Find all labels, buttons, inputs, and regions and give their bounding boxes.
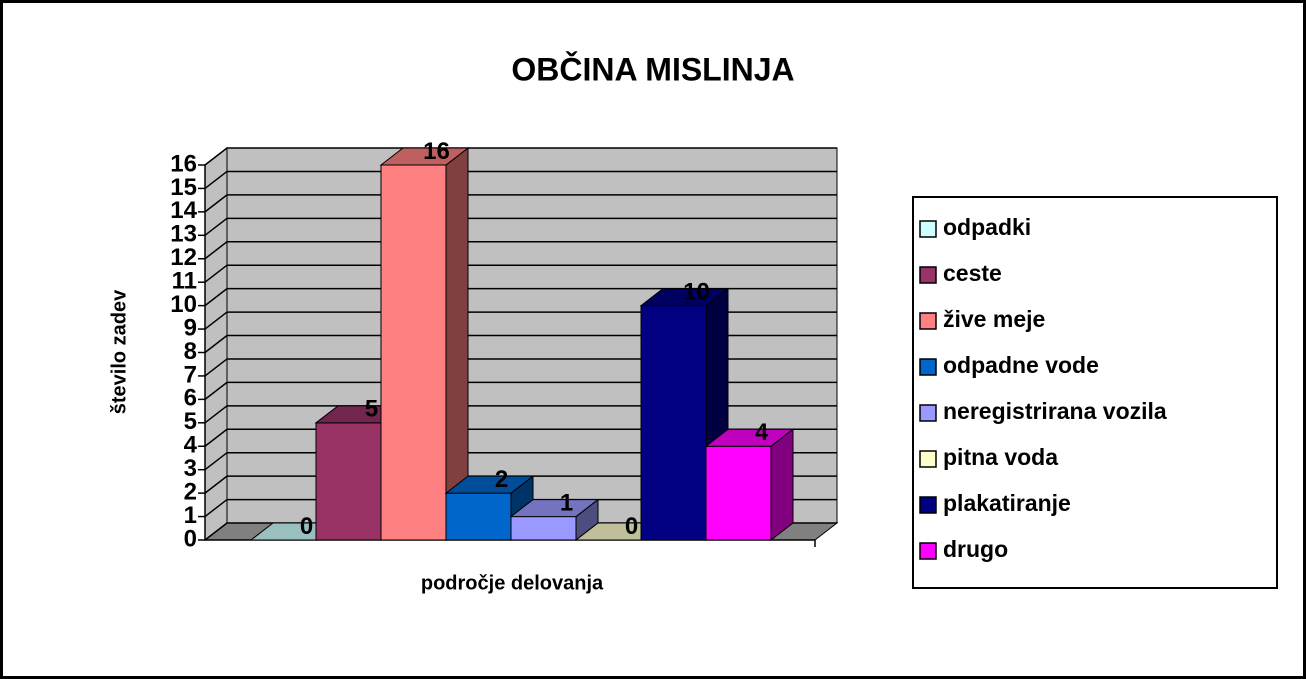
grid-line [204,287,837,307]
bar-top [509,499,600,518]
grid-line [204,217,837,236]
bar-front [315,422,382,541]
legend-label: odpadki [943,214,1031,240]
data-label: 1 [560,489,573,516]
legend-swatch [919,312,937,330]
y-tick-label: 10 [170,291,197,318]
legend-swatch [919,404,937,422]
legend-label: odpadne vode [943,352,1099,378]
bar-front [510,516,577,541]
legend-label: žive meje [943,306,1045,332]
grid-line [204,428,837,447]
legend-swatch [919,450,937,468]
legend-label: drugo [943,536,1008,562]
data-label: 10 [683,278,710,305]
grid-line [204,381,837,400]
legend-label: ceste [943,260,1002,286]
grid-line [204,264,837,283]
legend-swatch [919,358,937,376]
bar-front [640,305,707,541]
grid-line [204,311,837,330]
y-tick-label: 2 [184,478,197,505]
bar-front [380,164,447,541]
bar-front [705,445,772,541]
legend-swatch [919,220,937,238]
y-tick-label: 0 [184,525,197,552]
bar-side [770,428,794,542]
data-label: 5 [365,396,378,423]
y-tick-label: 15 [170,174,197,201]
legend-label: pitna voda [943,444,1058,470]
y-tick-label: 8 [184,338,197,365]
legend-swatch [919,266,937,284]
bar-top [639,288,730,307]
grid-line [204,194,837,213]
grid-line [204,241,837,260]
legend [912,196,1278,589]
y-tick-label: 13 [170,221,197,248]
grid-line [204,334,837,354]
y-tick-label: 12 [170,244,197,271]
bar-top [704,428,795,447]
legend-label: plakatiranje [943,490,1071,516]
grid-line [204,170,837,190]
y-tick-label: 14 [170,197,197,224]
legend-swatch [919,542,937,560]
grid-line [204,147,837,166]
grid-line [204,475,837,494]
data-label: 2 [495,466,508,493]
data-label: 4 [755,419,769,446]
bar-front [445,492,512,541]
data-label: 0 [300,513,313,540]
chart-title: OBČINA MISLINJA [511,51,794,87]
grid-line [204,498,837,518]
grid-line [204,358,837,377]
y-tick-label: 6 [184,385,197,412]
bar-top [444,475,535,494]
y-tick-label: 7 [184,361,197,388]
x-axis-label: področje delovanja [421,572,604,594]
y-tick-label: 9 [184,314,197,341]
data-label: 0 [625,513,638,540]
y-tick-label: 5 [184,408,197,435]
y-tick-label: 11 [172,268,197,295]
grid-line [204,405,837,424]
y-tick-label: 1 [184,502,197,529]
y-tick-label: 4 [184,432,198,459]
y-axis-label: število zadev [108,289,130,414]
grid-line [204,451,837,471]
data-label: 16 [423,138,450,165]
y-tick-label: 3 [184,455,197,482]
legend-label: neregistrirana vozila [943,398,1167,424]
y-tick-label: 16 [170,150,197,177]
bar-top [379,147,470,166]
legend-swatch [919,496,937,514]
